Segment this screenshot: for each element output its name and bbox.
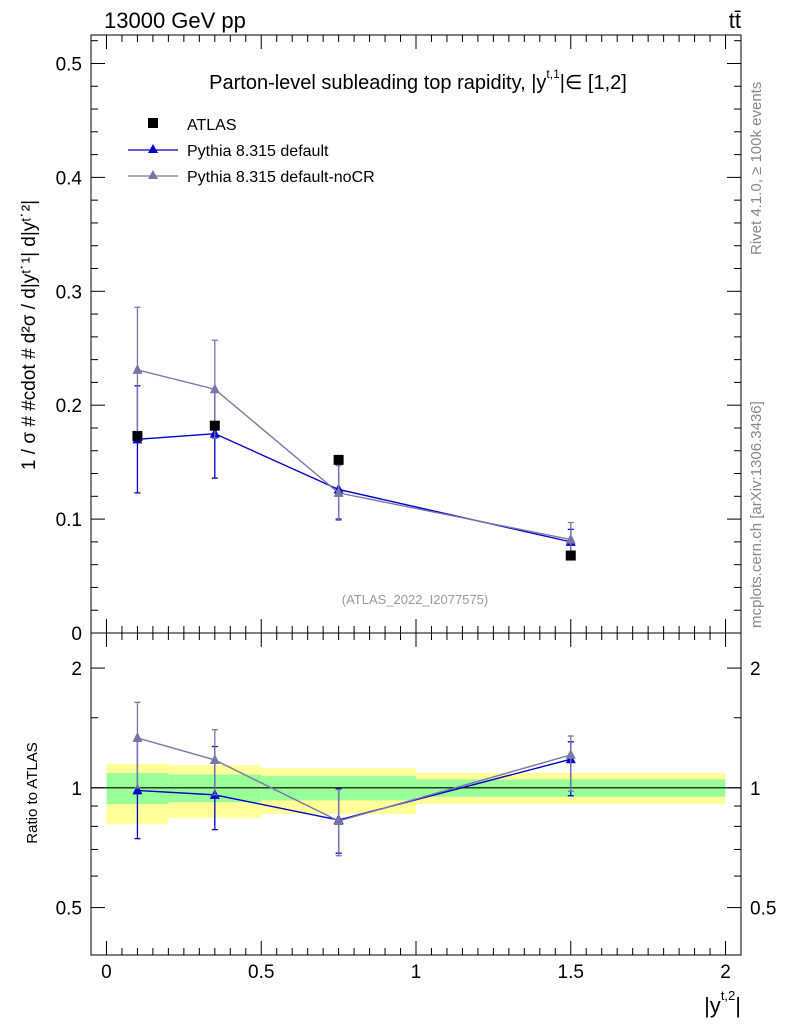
marker-pythia-8-315-default-nocr — [333, 486, 344, 497]
legend-label-nocr: Pythia 8.315 default-noCR — [187, 169, 375, 186]
y-tick-label: 0.1 — [56, 510, 82, 531]
ratio-panel: 0.5 0.5 1 1 2 2 0 0.5 1 1.5 2 Ratio to ATLAS |yt,2… — [24, 632, 776, 1018]
legend-marker-default — [148, 144, 158, 153]
y-tick-label: 0.2 — [56, 396, 82, 417]
chart-title-tail: |∈ [1,2] — [560, 72, 627, 94]
y-tick-label-zero: 0 — [71, 624, 82, 645]
legend-marker-nocr — [148, 170, 158, 179]
ratio-marker-pythia-8-315-default-nocr — [565, 748, 576, 759]
x-tick-label: 0.5 — [248, 962, 274, 983]
series-line-pythia-8-315-default — [137, 432, 571, 543]
y-axis-title: 1 / σ # #cdot # d²σ / d|yᵗ˙¹| d|yᵗ˙²| — [19, 200, 40, 470]
ratio-y-tick-label: 2 — [71, 659, 82, 680]
marker-pythia-8-315-default-nocr — [565, 533, 576, 544]
legend-marker-atlas — [148, 118, 158, 128]
x-tick-label: 0 — [101, 962, 112, 983]
ratio-y-tick-label: 1 — [71, 779, 82, 800]
marker-pythia-8-315-default-nocr — [132, 363, 143, 374]
data-point-atlas — [565, 550, 576, 561]
ratio-line-pythia-8-315-default-nocr — [137, 737, 571, 822]
x-tick-label: 2 — [720, 962, 731, 983]
x-axis-title: |yt,2| — [704, 988, 741, 1018]
rivet-version-label: Rivet 4.1.0, ≥ 100k events — [748, 82, 765, 255]
ratio-frame — [90, 632, 742, 956]
ratio-marker-pythia-8-315-default — [132, 784, 143, 795]
main-panel: (ATLAS_2022_I2077575) 0.1 0.2 0.3 0.4 0.5 0 P… — [19, 34, 742, 645]
legend: ATLAS Pythia 8.315 default Pythia 8.315 … — [128, 117, 375, 186]
ratio-line-pythia-8-315-default — [137, 758, 571, 821]
data-point-atlas — [209, 420, 220, 431]
watermark: (ATLAS_2022_I2077575) — [342, 592, 488, 607]
y-tick-label: 0.5 — [56, 54, 82, 75]
y-tick-label: 0.4 — [56, 168, 83, 189]
header-final-state: tt̄ — [729, 8, 741, 33]
ratio-y-axis-title: Ratio to ATLAS — [24, 742, 41, 843]
ratio-y-tick-label: 0.5 — [56, 899, 82, 920]
chart-title-sup: t,1 — [546, 67, 560, 81]
mcplots-label: mcplots.cern.ch [arXiv:1306.3436] — [748, 401, 765, 628]
legend-label-default: Pythia 8.315 default — [187, 143, 329, 160]
header-process: 13000 GeV pp — [104, 8, 246, 33]
ratio-marker-pythia-8-315-default-nocr — [209, 753, 220, 764]
chart-title-main: Parton-level subleading top rapidity, |y — [209, 72, 546, 94]
x-axis-title-tail: | — [735, 993, 741, 1018]
series-line-pythia-8-315-default-nocr — [137, 369, 571, 541]
x-tick-label: 1.5 — [558, 962, 584, 983]
ratio-marker-pythia-8-315-default-nocr — [132, 731, 143, 742]
ratio-y-tick-label-right: 1 — [750, 779, 761, 800]
chart-title: Parton-level subleading top rapidity, |y… — [209, 67, 627, 94]
x-tick-label: 1 — [411, 962, 422, 983]
legend-label-atlas: ATLAS — [187, 117, 237, 134]
x-axis-title-sup: t,2 — [721, 988, 735, 1003]
ratio-marker-pythia-8-315-default-nocr — [333, 815, 344, 826]
ratio-y-tick-label-right: 0.5 — [750, 899, 776, 920]
y-tick-label: 0.3 — [56, 282, 82, 303]
marker-pythia-8-315-default-nocr — [209, 383, 220, 394]
data-point-atlas — [132, 430, 143, 441]
ratio-y-tick-label-right: 2 — [750, 659, 761, 680]
data-point-atlas — [333, 454, 344, 465]
x-axis-title-main: |y — [704, 993, 721, 1018]
